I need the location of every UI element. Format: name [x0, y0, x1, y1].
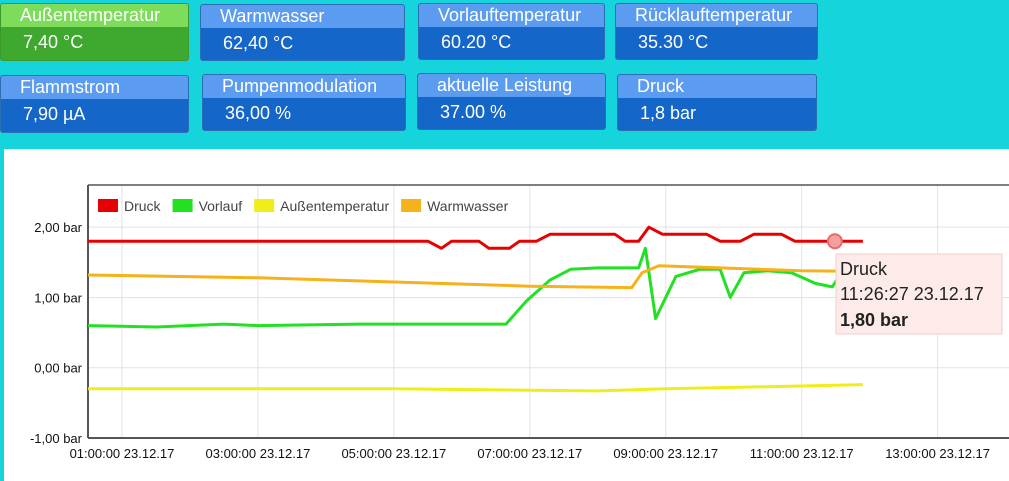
- x-tick-label: 01:00:00 23.12.17: [70, 446, 175, 461]
- tile-flammstrom[interactable]: Flammstrom 7,90 µA: [0, 75, 189, 133]
- legend-label[interactable]: Außentemperatur: [280, 198, 389, 214]
- legend-swatch: [254, 199, 275, 212]
- x-tick-label: 03:00:00 23.12.17: [206, 446, 311, 461]
- x-tick-label: 09:00:00 23.12.17: [613, 446, 718, 461]
- legend-swatch: [98, 199, 118, 212]
- tile-druck[interactable]: Druck 1,8 bar: [617, 74, 817, 131]
- series-line-druck: [88, 225, 863, 250]
- y-tick-label: 2,00 bar: [34, 220, 82, 235]
- tile-label: Vorlauftemperatur: [419, 4, 604, 27]
- tile-value: 60.20 °C: [441, 32, 512, 52]
- tile-aussentemperatur[interactable]: Außentemperatur 7,40 °C: [0, 3, 189, 61]
- x-tick-label: 11:00:00 23.12.17: [750, 446, 854, 461]
- tile-value: 35.30 °C: [638, 32, 709, 52]
- x-tick-label: 13:00:00 23.12.17: [885, 446, 990, 461]
- tile-value: 7,90 µA: [23, 104, 86, 124]
- tooltip-box: [835, 253, 1003, 335]
- legend-label[interactable]: Druck: [124, 198, 162, 214]
- legend-label[interactable]: Warmwasser: [427, 198, 508, 214]
- tile-label: Pumpenmodulation: [203, 75, 405, 98]
- legend-label[interactable]: Vorlauf: [199, 198, 243, 214]
- tooltip-time: 11:26:27 23.12.17: [840, 284, 984, 304]
- legend-swatch: [401, 199, 422, 212]
- hover-marker: [826, 233, 843, 250]
- tile-pumpenmodulation[interactable]: Pumpenmodulation 36,00 %: [202, 74, 406, 131]
- tile-label: Warmwasser: [201, 5, 404, 28]
- y-tick-label: -1,00 bar: [30, 431, 83, 446]
- legend-swatch: [172, 199, 193, 212]
- y-tick-label: 0,00 bar: [34, 361, 82, 376]
- tooltip-value: 1,80 bar: [840, 310, 908, 330]
- line-chart[interactable]: 2,00 bar 1,00 bar 0,00 bar -1,00 bar 01:00:…: [4, 149, 1009, 481]
- series-line-warmwasser: [87, 264, 863, 290]
- y-tick-label: 1,00 bar: [34, 290, 82, 305]
- tile-value: 36,00 %: [225, 103, 292, 123]
- tile-label: Flammstrom: [1, 76, 188, 99]
- tile-label: aktuelle Leistung: [418, 74, 605, 97]
- tile-value: 62,40 °C: [223, 33, 294, 53]
- tile-label: Rücklauftemperatur: [616, 4, 817, 27]
- chart-tooltip: Druck 11:26:27 23.12.17 1,80 bar: [835, 253, 1003, 335]
- tile-value: 7,40 °C: [23, 32, 84, 52]
- tooltip-series-name: Druck: [840, 259, 888, 279]
- x-tick-label: 07:00:00 23.12.17: [477, 446, 582, 461]
- tile-label: Druck: [618, 75, 816, 98]
- tile-value: 1,8 bar: [640, 103, 697, 123]
- chart-panel: 2,00 bar 1,00 bar 0,00 bar -1,00 bar 01:00:…: [0, 149, 1009, 481]
- tile-label: Außentemperatur: [1, 4, 188, 27]
- x-tick-label: 05:00:00 23.12.17: [341, 446, 446, 461]
- tile-warmwasser[interactable]: Warmwasser 62,40 °C: [200, 4, 405, 61]
- tile-aktuelle-leistung[interactable]: aktuelle Leistung 37.00 %: [417, 73, 606, 130]
- tile-value: 37.00 %: [440, 102, 507, 122]
- series-line-außentemperatur: [88, 383, 863, 393]
- tile-ruecklauftemperatur[interactable]: Rücklauftemperatur 35.30 °C: [615, 3, 818, 60]
- tile-vorlauftemperatur[interactable]: Vorlauftemperatur 60.20 °C: [418, 3, 605, 60]
- chart-legend: Druck Vorlauf Außentemperatur Warmwasser: [98, 198, 509, 214]
- series-line-vorlauf: [87, 246, 865, 329]
